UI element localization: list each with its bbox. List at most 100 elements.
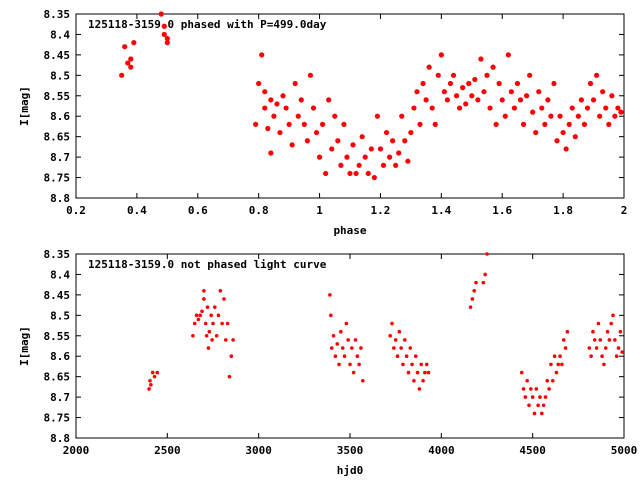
data-point [386, 154, 393, 160]
unphased-panel: 125118-3159.0 not phased light curve hjd… [18, 248, 637, 477]
data-point [209, 313, 213, 318]
data-point [148, 378, 152, 383]
data-point [594, 72, 600, 78]
data-point [591, 329, 595, 334]
data-point [417, 387, 422, 391]
y-tick-label: 8.5 [50, 309, 70, 322]
unphased-data-points [147, 252, 624, 416]
data-point [609, 93, 615, 99]
data-point [499, 97, 505, 103]
data-point [204, 333, 209, 338]
data-point [534, 387, 539, 391]
unphased-y-axis-label: I[mag] [18, 326, 31, 366]
data-point [620, 350, 624, 354]
data-point [396, 150, 402, 156]
data-point [527, 72, 533, 78]
data-point [206, 346, 211, 350]
phased-panel: 125118-3159.0 phased with P=499.0day pha… [18, 8, 627, 237]
data-point [415, 370, 420, 375]
x-tick-label: 5000 [611, 444, 638, 457]
data-point [429, 105, 435, 111]
data-point [335, 342, 340, 346]
data-point [268, 97, 274, 103]
data-point [259, 52, 265, 58]
x-tick-label: 1 [316, 204, 323, 217]
data-point [490, 64, 496, 70]
data-point [331, 333, 336, 338]
y-tick-label: 8.65 [44, 131, 71, 144]
data-point [602, 362, 606, 367]
data-point [466, 80, 472, 87]
data-point [158, 11, 164, 17]
data-point [618, 329, 623, 334]
data-point [485, 252, 489, 256]
data-point [128, 64, 134, 70]
data-point [420, 80, 426, 87]
data-point [483, 272, 487, 277]
data-point [213, 305, 217, 309]
data-point [388, 333, 392, 338]
data-point [196, 317, 201, 322]
phased-y-ticks: 8.35 8.4 8.45 8.5 8.55 8.6 8.65 8.7 8.75 8.8 [44, 8, 624, 205]
data-point [540, 411, 544, 416]
data-point [277, 129, 283, 136]
y-tick-label: 8.7 [50, 151, 70, 164]
data-point [227, 374, 232, 379]
data-point [532, 411, 537, 416]
data-point [298, 97, 304, 103]
data-point [368, 146, 374, 152]
x-tick-label: 0.8 [249, 204, 269, 217]
data-point [438, 52, 444, 58]
data-point [401, 362, 405, 367]
y-tick-label: 8.4 [50, 268, 70, 281]
data-point [603, 105, 609, 111]
data-point [333, 354, 338, 359]
data-point [399, 346, 403, 350]
data-point [563, 146, 569, 152]
data-point [496, 80, 502, 87]
data-point [511, 105, 517, 111]
data-point [611, 313, 615, 318]
data-point [262, 105, 268, 111]
data-point [283, 105, 289, 111]
data-point [520, 121, 527, 127]
data-point [539, 105, 545, 111]
data-point [392, 346, 396, 350]
data-point [517, 97, 524, 103]
data-point [329, 146, 335, 152]
data-point [560, 129, 566, 136]
data-point [592, 338, 597, 342]
data-point [406, 370, 411, 375]
data-point [393, 338, 398, 342]
data-point [211, 321, 215, 326]
data-point [587, 346, 592, 350]
data-point [478, 56, 484, 62]
phased-x-axis-label: phase [333, 224, 366, 237]
data-point [472, 289, 477, 293]
data-point [410, 362, 414, 367]
data-point [393, 162, 399, 168]
y-tick-label: 8.55 [44, 330, 71, 343]
phased-y-axis-label: I[mag] [18, 86, 31, 126]
data-point [350, 346, 354, 350]
x-tick-label: 0.6 [188, 204, 208, 217]
data-point [149, 383, 153, 387]
data-point [360, 378, 365, 383]
data-point [353, 338, 358, 342]
data-point [536, 89, 542, 95]
data-point [447, 80, 454, 87]
data-point [484, 72, 490, 78]
data-point [229, 354, 234, 359]
data-point [547, 387, 551, 391]
data-point [561, 338, 566, 342]
data-point [474, 280, 478, 285]
data-point [341, 121, 347, 127]
data-point [274, 101, 280, 107]
data-point [328, 293, 332, 297]
data-point [609, 321, 614, 326]
data-point [329, 346, 334, 350]
data-point [493, 121, 499, 127]
data-point [557, 113, 563, 119]
data-point [313, 129, 320, 136]
